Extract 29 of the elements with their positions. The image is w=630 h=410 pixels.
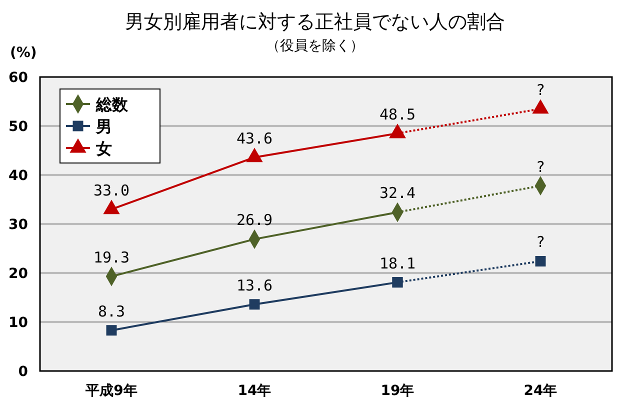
data-label: 32.4 [379, 184, 416, 202]
x-tick-label: 14年 [238, 383, 272, 399]
y-tick-label: 30 [8, 217, 28, 233]
data-label: 18.1 [379, 254, 416, 272]
legend-label: 女 [95, 139, 112, 158]
chart-title: 男女別雇用者に対する正社員でない人の割合 [125, 11, 505, 33]
chart-subtitle: （役員を除く） [266, 38, 364, 54]
data-label: 13.6 [236, 276, 273, 294]
y-tick-label: 10 [8, 315, 28, 331]
y-tick-label: 50 [8, 119, 28, 135]
legend-label: 男 [95, 117, 112, 136]
x-tick-label: 19年 [380, 383, 414, 399]
data-label: 43.6 [236, 129, 273, 148]
x-tick-label: 24年 [524, 383, 558, 399]
data-label: 33.0 [93, 181, 130, 200]
y-tick-label: 60 [8, 70, 28, 86]
data-label: ? [536, 80, 546, 99]
y-axis-title: (%) [10, 45, 37, 61]
y-tick-label: 20 [8, 266, 28, 282]
data-label: 26.9 [236, 211, 273, 230]
data-label: 19.3 [93, 248, 130, 266]
data-label: 48.5 [379, 105, 416, 124]
y-tick-label: 0 [18, 364, 28, 380]
y-tick-label: 40 [8, 168, 28, 184]
data-label: ? [536, 233, 546, 252]
legend-label: 総数 [95, 95, 129, 114]
data-label: ? [536, 158, 546, 176]
x-tick-label: 平成9年 [84, 383, 138, 399]
data-label: 8.3 [98, 302, 126, 320]
